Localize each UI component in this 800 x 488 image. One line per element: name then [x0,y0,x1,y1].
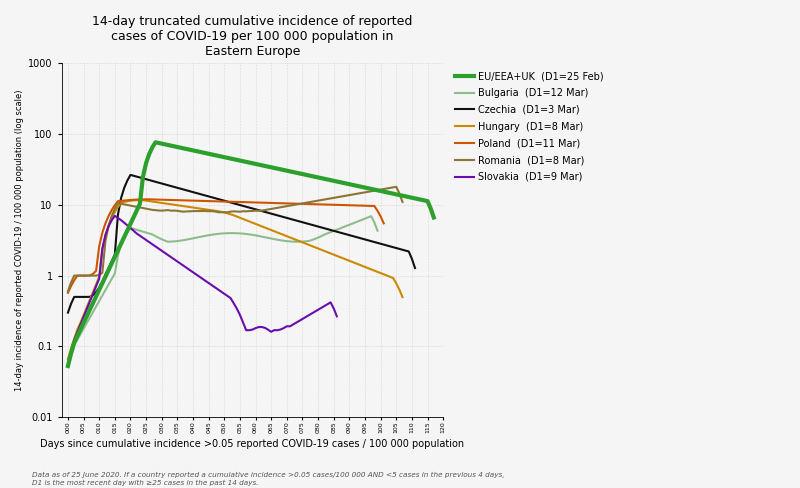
Poland  (D1=11 Mar) [63,290,73,296]
Czechia  (D1=3 Mar) [335,230,345,236]
Slovakia  (D1=9 Mar) [107,217,117,223]
Poland  (D1=11 Mar) [210,198,220,204]
Romania  (D1=8 Mar) [391,184,401,190]
Slovakia  (D1=9 Mar) [332,313,342,319]
Line: Bulgaria  (D1=12 Mar): Bulgaria (D1=12 Mar) [68,216,378,367]
Line: Slovakia  (D1=9 Mar): Slovakia (D1=9 Mar) [68,216,337,365]
Poland  (D1=11 Mar) [338,202,348,208]
Slovakia  (D1=9 Mar) [63,362,73,367]
EU/EEA+UK  (D1=25 Feb) [319,176,329,182]
Line: Poland  (D1=11 Mar): Poland (D1=11 Mar) [68,199,384,293]
EU/EEA+UK  (D1=25 Feb) [150,140,160,145]
Slovakia  (D1=9 Mar) [110,213,120,219]
Slovakia  (D1=9 Mar) [126,225,135,231]
Czechia  (D1=3 Mar) [260,209,270,215]
EU/EEA+UK  (D1=25 Feb) [104,267,114,273]
Y-axis label: 14-day incidence of reported COVID-19 / 100 000 population (log scale): 14-day incidence of reported COVID-19 / … [15,89,24,391]
Poland  (D1=11 Mar) [142,196,151,202]
Poland  (D1=11 Mar) [132,197,142,203]
Romania  (D1=8 Mar) [398,199,407,205]
EU/EEA+UK  (D1=25 Feb) [354,183,363,189]
Slovakia  (D1=9 Mar) [285,324,294,329]
Bulgaria  (D1=12 Mar) [135,228,145,234]
Bulgaria  (D1=12 Mar) [222,230,232,236]
Bulgaria  (D1=12 Mar) [373,228,382,234]
Bulgaria  (D1=12 Mar) [348,221,358,226]
Czechia  (D1=3 Mar) [401,248,410,254]
Romania  (D1=8 Mar) [329,195,338,201]
Bulgaria  (D1=12 Mar) [357,217,366,223]
Poland  (D1=11 Mar) [288,201,298,206]
Czechia  (D1=3 Mar) [126,172,135,178]
Line: Czechia  (D1=3 Mar): Czechia (D1=3 Mar) [68,175,415,313]
Slovakia  (D1=9 Mar) [179,263,189,269]
Romania  (D1=8 Mar) [219,209,229,215]
Hungary  (D1=8 Mar) [222,210,232,216]
Hungary  (D1=8 Mar) [116,200,126,205]
Poland  (D1=11 Mar) [122,197,132,203]
Romania  (D1=8 Mar) [116,201,126,207]
Hungary  (D1=8 Mar) [98,246,107,252]
Romania  (D1=8 Mar) [98,270,107,276]
Czechia  (D1=3 Mar) [301,220,310,226]
Czechia  (D1=3 Mar) [188,189,198,195]
Romania  (D1=8 Mar) [394,190,404,196]
EU/EEA+UK  (D1=25 Feb) [191,148,201,154]
X-axis label: Days since cumulative incidence >0.05 reported COVID-19 cases / 100 000 populati: Days since cumulative incidence >0.05 re… [40,439,465,448]
Text: Data as of 25 June 2020. If a country reported a cumulative incidence >0.05 case: Data as of 25 June 2020. If a country re… [32,472,505,486]
Czechia  (D1=3 Mar) [317,224,326,230]
Bulgaria  (D1=12 Mar) [248,232,258,238]
Bulgaria  (D1=12 Mar) [63,364,73,370]
EU/EEA+UK  (D1=25 Feb) [348,182,358,188]
Line: Hungary  (D1=8 Mar): Hungary (D1=8 Mar) [68,200,402,359]
EU/EEA+UK  (D1=25 Feb) [429,215,438,221]
Hungary  (D1=8 Mar) [398,294,407,300]
Hungary  (D1=8 Mar) [394,286,404,292]
Poland  (D1=11 Mar) [314,202,323,207]
Czechia  (D1=3 Mar) [63,310,73,316]
Hungary  (D1=8 Mar) [332,253,342,259]
Romania  (D1=8 Mar) [351,191,361,197]
Hungary  (D1=8 Mar) [354,262,363,267]
Title: 14-day truncated cumulative incidence of reported
cases of COVID-19 per 100 000 : 14-day truncated cumulative incidence of… [92,15,413,58]
Legend: EU/EEA+UK  (D1=25 Feb), Bulgaria  (D1=12 Mar), Czechia  (D1=3 Mar), Hungary  (D1: EU/EEA+UK (D1=25 Feb), Bulgaria (D1=12 M… [452,68,606,185]
Czechia  (D1=3 Mar) [410,265,420,271]
Line: Romania  (D1=8 Mar): Romania (D1=8 Mar) [68,187,402,291]
Hungary  (D1=8 Mar) [135,197,145,203]
Line: EU/EEA+UK  (D1=25 Feb): EU/EEA+UK (D1=25 Feb) [68,142,434,366]
EU/EEA+UK  (D1=25 Feb) [63,363,73,369]
Slovakia  (D1=9 Mar) [201,278,210,284]
Bulgaria  (D1=12 Mar) [366,213,376,219]
Bulgaria  (D1=12 Mar) [122,229,132,235]
EU/EEA+UK  (D1=25 Feb) [138,174,148,180]
Slovakia  (D1=9 Mar) [145,239,154,245]
Poland  (D1=11 Mar) [379,221,389,226]
Romania  (D1=8 Mar) [63,288,73,294]
Hungary  (D1=8 Mar) [63,356,73,362]
